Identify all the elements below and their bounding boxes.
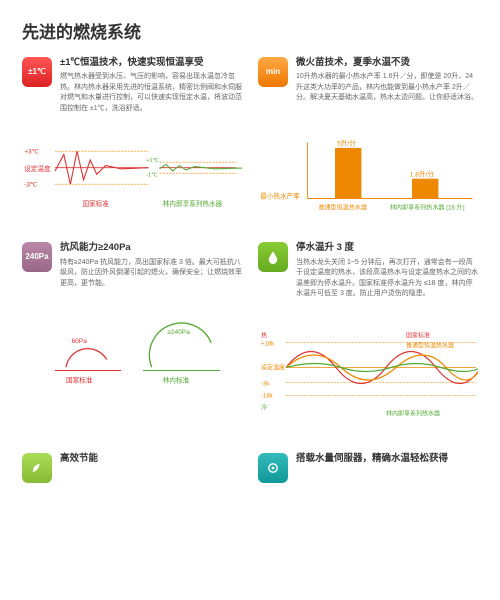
flame-icon: min	[258, 57, 288, 87]
svg-text:-3℃: -3℃	[24, 182, 38, 189]
svg-text:国家标准: 国家标准	[406, 331, 430, 339]
svg-text:-18k: -18k	[261, 393, 274, 399]
f2-desc: 10升热水器的最小热水产率 1.6升／分，即使是 20升、24 升这类大功率的产…	[296, 72, 478, 104]
svg-text:林内即享系列热水器 (16 升): 林内即享系列热水器 (16 升)	[390, 204, 465, 212]
svg-text:林内即享系列热水器: 林内即享系列热水器	[163, 200, 223, 209]
row-1: ±1℃ ±1℃恒温技术，快速实现恒温享受 燃气热水器受到水压、气压的影响，容易出…	[22, 57, 478, 120]
svg-text:国家标准: 国家标准	[66, 375, 93, 384]
charts-row-2: 60Pa ≥240Pa 国家标准 林内标准 热 +18k 设定温度 -3k -1…	[22, 316, 478, 443]
f3-desc: 特有≥240Pa 抗风能力，高出国家标准 3 倍。最大可抵抗八级风，防止因外风倒…	[60, 258, 242, 290]
f6-title: 搭载水量伺服器，精确水温轻松获得	[296, 453, 478, 465]
svg-text:+1℃: +1℃	[146, 159, 159, 165]
charts-row-1: +3℃ 设定温度 -3℃ +1℃ -1℃ 国家标准 林内即享系列热水器 最小热水…	[22, 130, 478, 232]
svg-text:1.8升/分: 1.8升/分	[410, 170, 435, 179]
f1-title: ±1℃恒温技术，快速实现恒温享受	[60, 57, 242, 69]
svg-text:+3℃: +3℃	[24, 149, 40, 156]
f2-title: 微火苗技术，夏季水温不烫	[296, 57, 478, 69]
wind-icon: 240Pa	[22, 242, 52, 272]
svg-text:-3k: -3k	[261, 381, 270, 387]
drop-icon	[258, 242, 288, 272]
svg-text:-1℃: -1℃	[146, 173, 158, 179]
eco-icon	[22, 453, 52, 483]
svg-text:60Pa: 60Pa	[72, 338, 88, 345]
temp-wave-chart: +3℃ 设定温度 -3℃ +1℃ -1℃ 国家标准 林内即享系列热水器	[22, 134, 242, 219]
svg-text:设定温度: 设定温度	[261, 363, 285, 371]
svg-text:冷: 冷	[261, 403, 267, 411]
f1-desc: 燃气热水器受到水压、气压的影响，容易出现水温忽冷忽热。林内热水器采用先进的恒温系…	[60, 72, 242, 114]
f4-desc: 当热水龙头关闭 1~5 分钟后，再次打开，通常会有一段高于设定温度的热水，该段高…	[296, 258, 478, 300]
page-title: 先进的燃烧系统	[22, 18, 478, 43]
temp-icon: ±1℃	[22, 57, 52, 87]
f4-title: 停水温升 3 度	[296, 242, 478, 254]
svg-text:≥240Pa: ≥240Pa	[167, 329, 190, 336]
svg-text:最小热水产率: 最小热水产率	[260, 192, 300, 201]
f5-title: 高效节能	[60, 453, 242, 465]
row-2: 240Pa 抗风能力≥240Pa 特有≥240Pa 抗风能力，高出国家标准 3 …	[22, 242, 478, 305]
svg-text:设定温度: 设定温度	[24, 164, 51, 173]
servo-icon	[258, 453, 288, 483]
wind-chart: 60Pa ≥240Pa 国家标准 林内标准	[22, 320, 242, 388]
svg-text:国家标准: 国家标准	[83, 200, 110, 209]
svg-text:普通型恒温热水器: 普通型恒温热水器	[406, 341, 454, 349]
svg-text:5升/分: 5升/分	[337, 139, 356, 148]
svg-text:林内即享系列热水器: 林内即享系列热水器	[386, 409, 440, 417]
min-flow-chart: 最小热水产率 5升/分 1.8升/分 普通型恒温热水器 林内即享系列热水器 (1…	[258, 134, 478, 219]
temp-rise-chart: 热 +18k 设定温度 -3k -18k 冷 国家标准 普通型恒温热水器 林内即…	[258, 320, 478, 430]
row-3: 高效节能 搭载水量伺服器，精确水温轻松获得	[22, 453, 478, 489]
svg-text:热: 热	[261, 331, 267, 339]
svg-text:普通型恒温热水器: 普通型恒温热水器	[319, 204, 367, 212]
svg-text:林内标准: 林内标准	[163, 375, 190, 384]
svg-text:+18k: +18k	[261, 341, 275, 347]
f3-title: 抗风能力≥240Pa	[60, 242, 242, 254]
